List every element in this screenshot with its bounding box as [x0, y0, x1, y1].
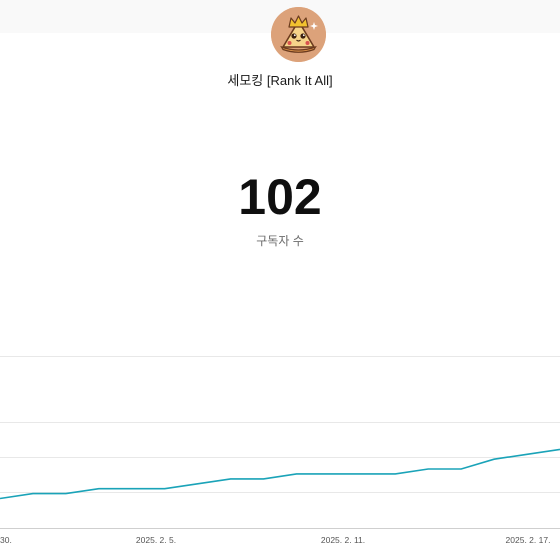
subscriber-count-label: 구독자 수 [256, 234, 304, 248]
subscriber-line-chart[interactable]: 30. 2025. 2. 5. 2025. 2. 11. 2025. 2. 17. [0, 356, 560, 560]
chart-x-tick-label: 2025. 2. 11. [321, 535, 365, 545]
chart-x-tick-label: 30. [0, 535, 12, 545]
chart-x-tick-label: 2025. 2. 17. [506, 535, 551, 545]
chart-series-line[interactable] [0, 448, 560, 500]
channel-name[interactable]: 세모킹 [Rank It All] [227, 73, 333, 88]
chart-corner-marker: ⋮ [556, 370, 560, 383]
pizza-crown-avatar-icon[interactable] [271, 7, 326, 62]
chart-x-tick-label: 2025. 2. 5. [136, 535, 176, 545]
subscriber-count: 102 [238, 169, 322, 225]
